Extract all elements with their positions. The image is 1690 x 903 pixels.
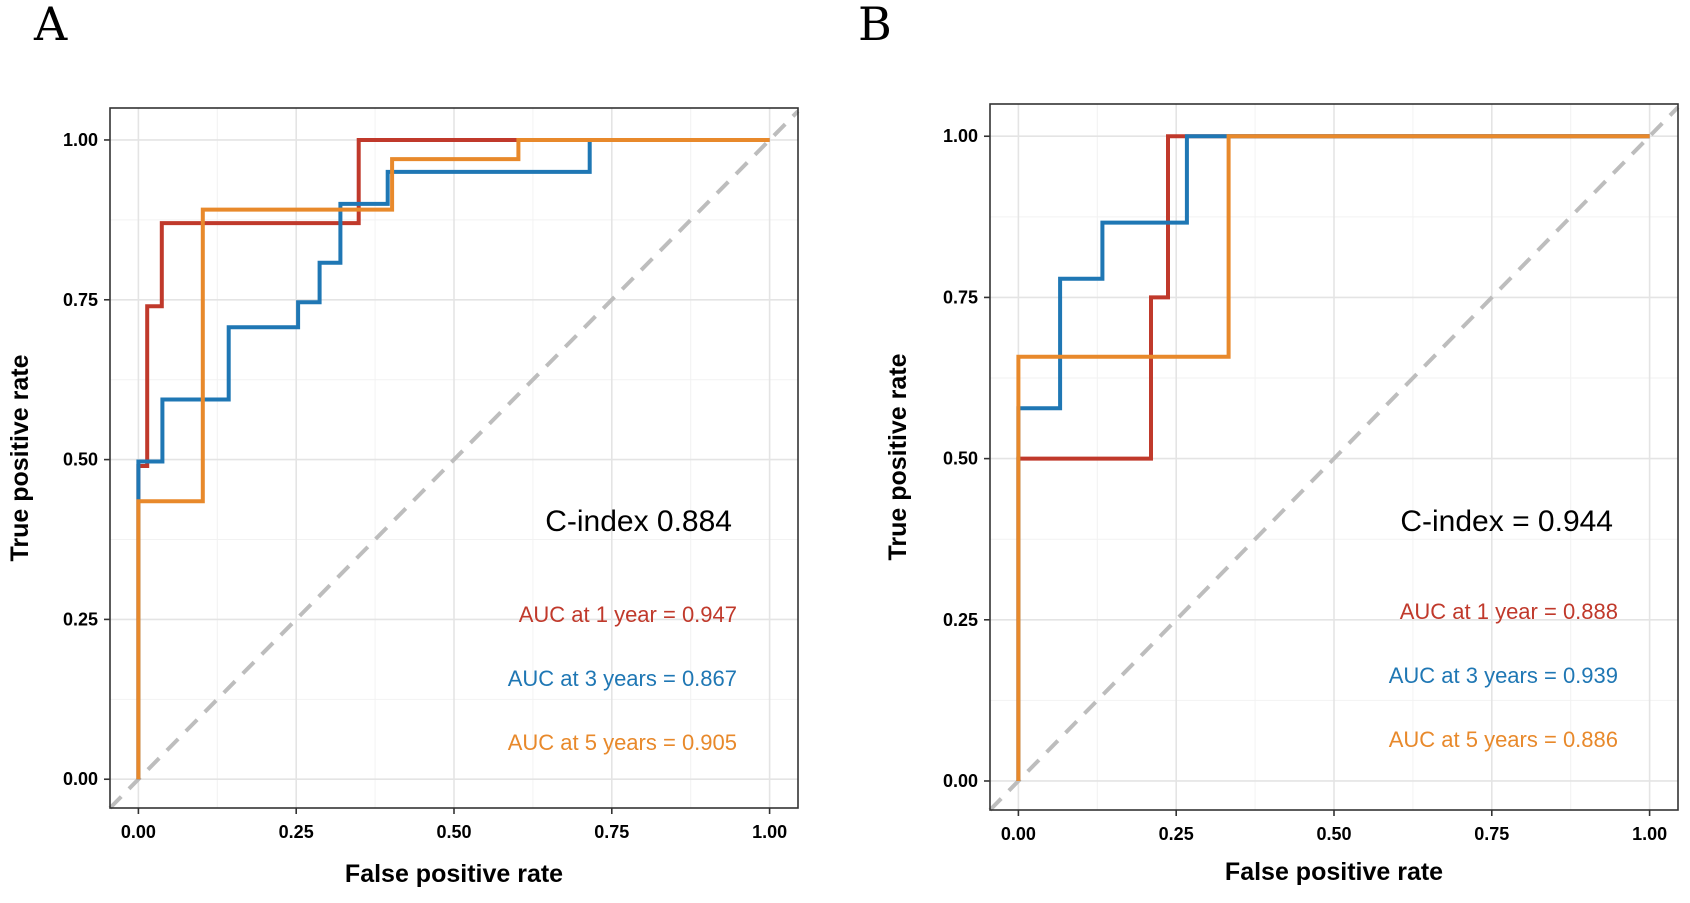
diagonal-reference-line [108, 109, 800, 810]
y-tick-label: 0.75 [63, 290, 98, 310]
y-tick-label: 1.00 [63, 130, 98, 150]
y-axis-title: True positive rate [884, 353, 912, 560]
c-index-label: C-index = 0.944 [1400, 505, 1613, 538]
roc-panel-b: 0.00 0.25 0.50 0.75 1.00 0.00 0.25 0.50 0.75 1.00… [884, 103, 1680, 886]
x-tick-label: 1.00 [752, 822, 787, 842]
c-index-label: C-index 0.884 [545, 505, 732, 538]
panel-letter-b: B [858, 0, 892, 51]
roc-curve-1-year [136, 138, 770, 780]
y-tick-label: 1.00 [943, 126, 978, 146]
x-tick-label: 0.25 [279, 822, 314, 842]
y-tick-label: 0.50 [63, 450, 98, 470]
x-tick-label: 1.00 [1632, 824, 1667, 844]
roc-panel-a: 0.00 0.25 0.50 0.75 1.00 0.00 0.25 0.50 0.75 1.00… [6, 107, 800, 888]
y-tick-label: 0.75 [943, 287, 978, 307]
auc-label-3-years: AUC at 3 years = 0.939 [1389, 663, 1618, 688]
x-axis-title: False positive rate [1225, 858, 1443, 886]
auc-label-5-years: AUC at 5 years = 0.905 [508, 730, 737, 755]
roc-curve-3-years [1016, 134, 1650, 781]
x-tick-label: 0.25 [1159, 824, 1194, 844]
auc-label-3-years: AUC at 3 years = 0.867 [508, 666, 737, 691]
y-axis-title: True positive rate [6, 354, 34, 561]
x-tick-label: 0.50 [1316, 824, 1351, 844]
y-tick-label: 0.00 [63, 769, 98, 789]
y-tick-label: 0.25 [63, 609, 98, 629]
auc-label-1-year: AUC at 1 year = 0.947 [519, 602, 737, 627]
x-axis-title: False positive rate [345, 860, 563, 888]
x-tick-label: 0.75 [1474, 824, 1509, 844]
x-tick-label: 0.00 [1001, 824, 1036, 844]
x-tick-label: 0.75 [594, 822, 629, 842]
x-tick-label: 0.00 [121, 822, 156, 842]
auc-label-5-years: AUC at 5 years = 0.886 [1389, 727, 1618, 752]
y-tick-label: 0.25 [943, 610, 978, 630]
roc-curve-3-years [136, 138, 770, 780]
y-tick-label: 0.00 [943, 771, 978, 791]
auc-label-1-year: AUC at 1 year = 0.888 [1400, 599, 1618, 624]
panel-letter-a: A [33, 0, 68, 51]
roc-curve-5-years [1016, 134, 1650, 781]
x-tick-label: 0.50 [436, 822, 471, 842]
y-tick-label: 0.50 [943, 449, 978, 469]
roc-curve-5-years [136, 138, 770, 780]
diagonal-reference-line [988, 105, 1680, 812]
